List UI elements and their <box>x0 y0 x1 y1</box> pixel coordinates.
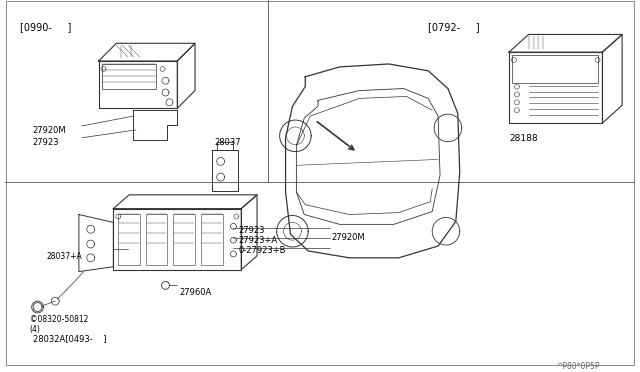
Text: 28037: 28037 <box>214 138 241 147</box>
Text: (4): (4) <box>29 325 40 334</box>
Text: 28037+A: 28037+A <box>46 252 82 261</box>
Text: [0792-     ]: [0792- ] <box>428 22 480 32</box>
Bar <box>146 214 168 265</box>
Bar <box>173 214 195 265</box>
Text: 27920M: 27920M <box>332 233 365 242</box>
Text: 27923+A: 27923+A <box>238 236 278 245</box>
Text: 27960A: 27960A <box>179 288 212 297</box>
Bar <box>118 214 140 265</box>
Text: [0990-     ]: [0990- ] <box>20 22 71 32</box>
Bar <box>102 64 156 89</box>
Text: 28032A[0493-    ]: 28032A[0493- ] <box>33 334 106 344</box>
Bar <box>512 55 598 83</box>
Text: 27920M: 27920M <box>33 126 67 135</box>
Text: ©08320-50812: ©08320-50812 <box>29 315 88 324</box>
Text: 28188: 28188 <box>509 134 538 143</box>
Text: ^P80*0P5P: ^P80*0P5P <box>556 362 600 371</box>
Bar <box>201 214 223 265</box>
Text: 27923: 27923 <box>33 138 59 147</box>
Text: 27923: 27923 <box>238 226 265 235</box>
Text: 0-27923+B: 0-27923+B <box>238 246 286 255</box>
